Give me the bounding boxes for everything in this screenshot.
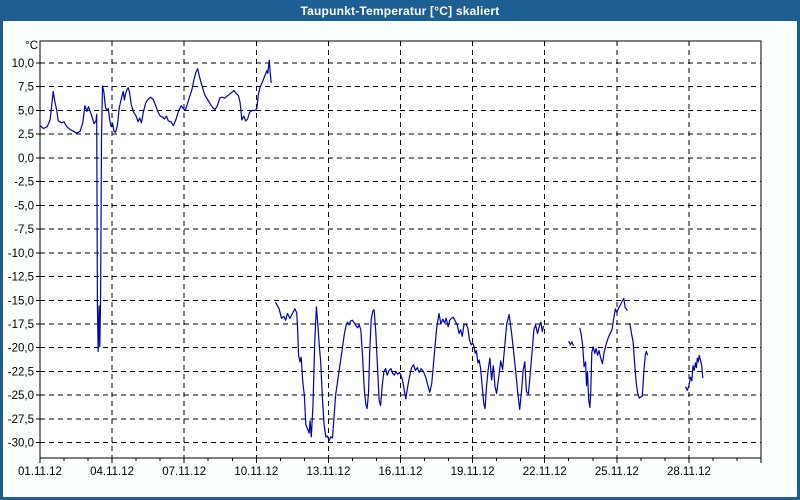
x-tick-label: 01.11.12 bbox=[18, 466, 62, 478]
y-axis-unit-label: °C bbox=[25, 40, 38, 52]
series-line bbox=[39, 59, 272, 353]
y-tick-label: 7,5 bbox=[18, 82, 34, 94]
x-tick-label: 19.11.12 bbox=[451, 466, 495, 478]
series-line bbox=[579, 297, 628, 409]
x-tick-label: 25.11.12 bbox=[595, 466, 639, 478]
x-tick-label: 04.11.12 bbox=[90, 466, 134, 478]
y-tick-label: -2,5 bbox=[14, 177, 34, 189]
y-tick-label: -27,5 bbox=[8, 414, 34, 426]
x-tick-label: 28.11.12 bbox=[667, 466, 711, 478]
y-tick-label: -10,0 bbox=[8, 248, 34, 260]
y-tick-label: -22,5 bbox=[8, 366, 34, 378]
chart-area: 10,0 7,5 5,0 2,5 0,0 -2,5 -5,0 -7,5 -10,0 -12,5 -1… bbox=[3, 21, 797, 497]
x-tick-label: 13.11.12 bbox=[306, 466, 350, 478]
y-tick-label: 5,0 bbox=[18, 105, 34, 117]
y-tick-label: 10,0 bbox=[12, 58, 34, 70]
x-tick-label: 07.11.12 bbox=[162, 466, 206, 478]
series-line bbox=[629, 322, 649, 399]
y-tick-label: -7,5 bbox=[14, 224, 34, 236]
x-tick-label: 10.11.12 bbox=[234, 466, 278, 478]
y-tick-label: -17,5 bbox=[8, 319, 34, 331]
window-title: Taupunkt-Temperatur [°C] skaliert bbox=[300, 3, 500, 18]
y-tick-label: -12,5 bbox=[8, 272, 34, 284]
series-line bbox=[684, 354, 704, 391]
x-tick-label: 16.11.12 bbox=[379, 466, 423, 478]
plot-frame bbox=[39, 40, 762, 459]
y-tick-label: 2,5 bbox=[18, 129, 34, 141]
y-tick-label: -15,0 bbox=[8, 295, 34, 307]
x-tick-label: 22.11.12 bbox=[523, 466, 567, 478]
title-bar: Taupunkt-Temperatur [°C] skaliert bbox=[0, 0, 800, 21]
y-tick-label: 0,0 bbox=[18, 153, 34, 165]
series-line bbox=[568, 340, 575, 347]
y-tick-label: -20,0 bbox=[8, 343, 34, 355]
y-tick-label: -30,0 bbox=[8, 438, 34, 450]
series-line bbox=[274, 301, 545, 442]
y-tick-label: -25,0 bbox=[8, 390, 34, 402]
y-tick-label: -5,0 bbox=[14, 200, 34, 212]
